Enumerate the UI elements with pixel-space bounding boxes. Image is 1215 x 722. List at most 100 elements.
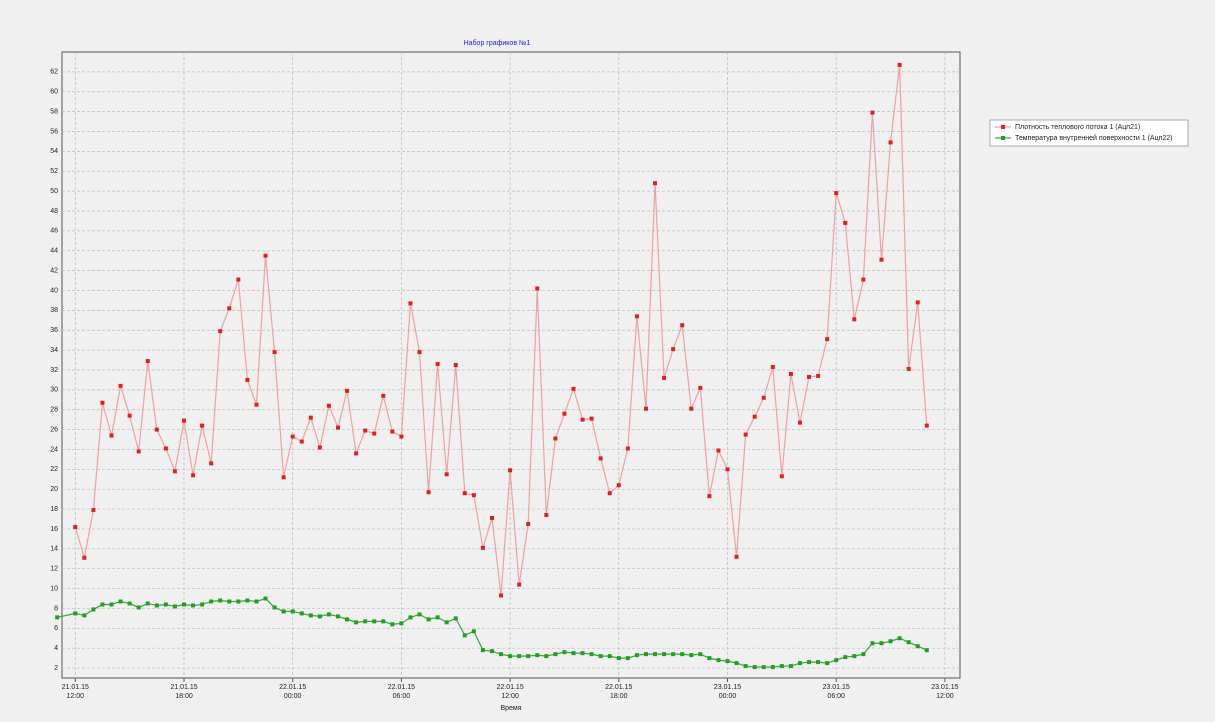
y-tick-label: 40: [50, 287, 58, 294]
y-tick-label: 54: [50, 148, 58, 155]
point: [571, 386, 576, 391]
point: [326, 403, 331, 408]
y-tick-label: 42: [50, 267, 58, 274]
point: [761, 665, 766, 670]
point: [471, 493, 476, 498]
point: [616, 656, 621, 661]
point: [662, 652, 667, 657]
y-tick-label: 16: [50, 526, 58, 533]
point: [653, 652, 658, 657]
point: [118, 599, 123, 604]
point: [734, 661, 739, 666]
point: [154, 427, 159, 432]
point: [553, 436, 558, 441]
point: [299, 439, 304, 444]
point: [924, 423, 929, 428]
point: [181, 602, 186, 607]
point: [227, 306, 232, 311]
point: [480, 648, 485, 653]
point: [426, 617, 431, 622]
y-tick-label: 6: [54, 625, 58, 632]
point: [381, 393, 386, 398]
point: [136, 605, 141, 610]
point: [82, 613, 87, 618]
point: [200, 602, 205, 607]
point: [770, 364, 775, 369]
point: [915, 644, 920, 649]
point: [317, 614, 322, 619]
point: [281, 609, 286, 614]
point: [435, 362, 440, 367]
point: [91, 508, 96, 513]
chart-title: Набор графиков №1: [464, 39, 531, 47]
y-tick-label: 62: [50, 69, 58, 76]
point: [100, 400, 105, 405]
point: [761, 395, 766, 400]
point: [209, 599, 214, 604]
point: [535, 286, 540, 291]
point: [870, 110, 875, 115]
point: [335, 425, 340, 430]
point: [254, 599, 259, 604]
legend-label: Температура внутренней поверхности 1 (Ац…: [1015, 134, 1173, 142]
point: [172, 604, 177, 609]
point: [562, 650, 567, 655]
point: [526, 654, 531, 659]
point: [127, 601, 132, 606]
point: [834, 191, 839, 196]
point: [136, 449, 141, 454]
y-tick-label: 22: [50, 466, 58, 473]
y-tick-label: 28: [50, 407, 58, 414]
point: [788, 371, 793, 376]
x-tick-label: 23.01.15 06:00: [822, 684, 850, 700]
point: [290, 434, 295, 439]
point: [517, 582, 522, 587]
point: [399, 434, 404, 439]
point: [825, 337, 830, 342]
point: [145, 601, 150, 606]
point: [562, 411, 567, 416]
point: [145, 359, 150, 364]
point: [643, 652, 648, 657]
point: [734, 554, 739, 559]
y-tick-label: 32: [50, 367, 58, 374]
point: [653, 181, 658, 186]
point: [770, 665, 775, 670]
point: [363, 428, 368, 433]
point: [643, 406, 648, 411]
point: [308, 415, 313, 420]
point: [363, 619, 368, 624]
point: [888, 639, 893, 644]
point: [689, 406, 694, 411]
x-tick-label: 22.01.15 12:00: [496, 684, 524, 700]
y-tick-label: 30: [50, 387, 58, 394]
point: [372, 431, 377, 436]
point: [109, 602, 114, 607]
point: [499, 593, 504, 598]
x-tick-label: 21.01.15 18:00: [170, 684, 198, 700]
point: [263, 596, 268, 601]
point: [807, 374, 812, 379]
point: [625, 446, 630, 451]
y-tick-label: 56: [50, 128, 58, 135]
point: [716, 658, 721, 663]
point: [426, 490, 431, 495]
point: [816, 373, 821, 378]
point: [743, 664, 748, 669]
y-tick-label: 4: [54, 645, 58, 652]
point: [254, 402, 259, 407]
x-tick-label: 22.01.15 18:00: [605, 684, 633, 700]
point: [508, 654, 513, 659]
point: [345, 388, 350, 393]
point: [861, 277, 866, 282]
point: [345, 617, 350, 622]
point: [625, 656, 630, 661]
point: [354, 451, 359, 456]
point: [797, 661, 802, 666]
point: [163, 446, 168, 451]
point: [888, 140, 893, 145]
point: [191, 473, 196, 478]
point: [390, 622, 395, 627]
point: [924, 648, 929, 653]
point: [163, 602, 168, 607]
